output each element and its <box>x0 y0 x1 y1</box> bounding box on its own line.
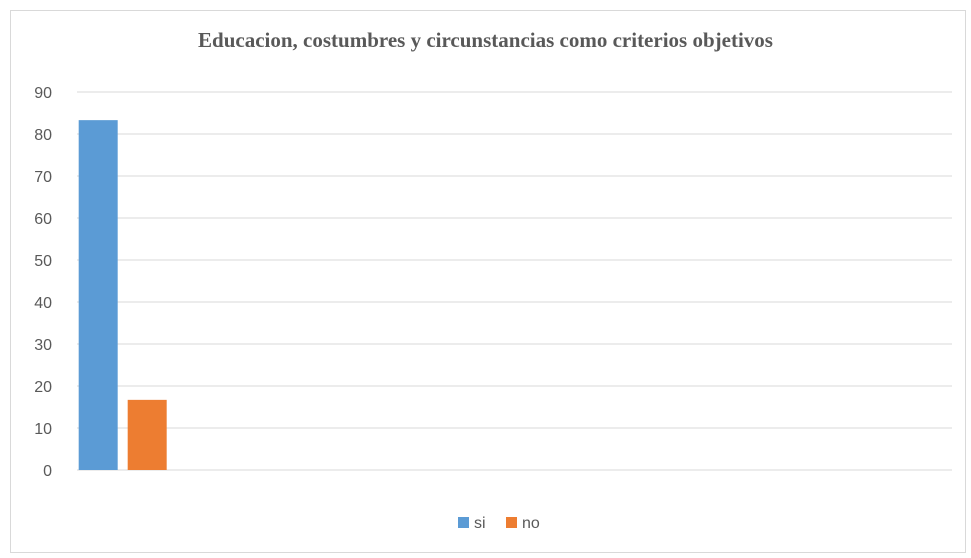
y-tick-label: 20 <box>34 379 52 396</box>
chart-frame <box>10 10 966 553</box>
y-tick-label: 50 <box>34 253 52 270</box>
y-tick-label: 30 <box>34 337 52 354</box>
y-tick-label: 60 <box>34 211 52 228</box>
legend-swatch-no <box>506 517 517 528</box>
y-tick-label: 10 <box>34 421 52 438</box>
legend-label-si: si <box>474 515 486 532</box>
y-tick-label: 80 <box>34 127 52 144</box>
y-tick-label: 70 <box>34 169 52 186</box>
legend-swatch-si <box>458 517 469 528</box>
y-tick-label: 40 <box>34 295 52 312</box>
bar-si <box>78 120 118 470</box>
y-tick-label: 0 <box>43 463 52 480</box>
legend: si no <box>458 515 540 532</box>
gridlines <box>77 91 952 471</box>
legend-label-no: no <box>522 515 540 532</box>
bars <box>78 120 167 470</box>
chart-title: Educacion, costumbres y circunstancias c… <box>198 28 773 52</box>
bar-no <box>127 399 167 470</box>
y-axis-ticks: 0 10 20 30 40 50 60 70 80 90 <box>34 85 52 480</box>
y-tick-label: 90 <box>34 85 52 102</box>
